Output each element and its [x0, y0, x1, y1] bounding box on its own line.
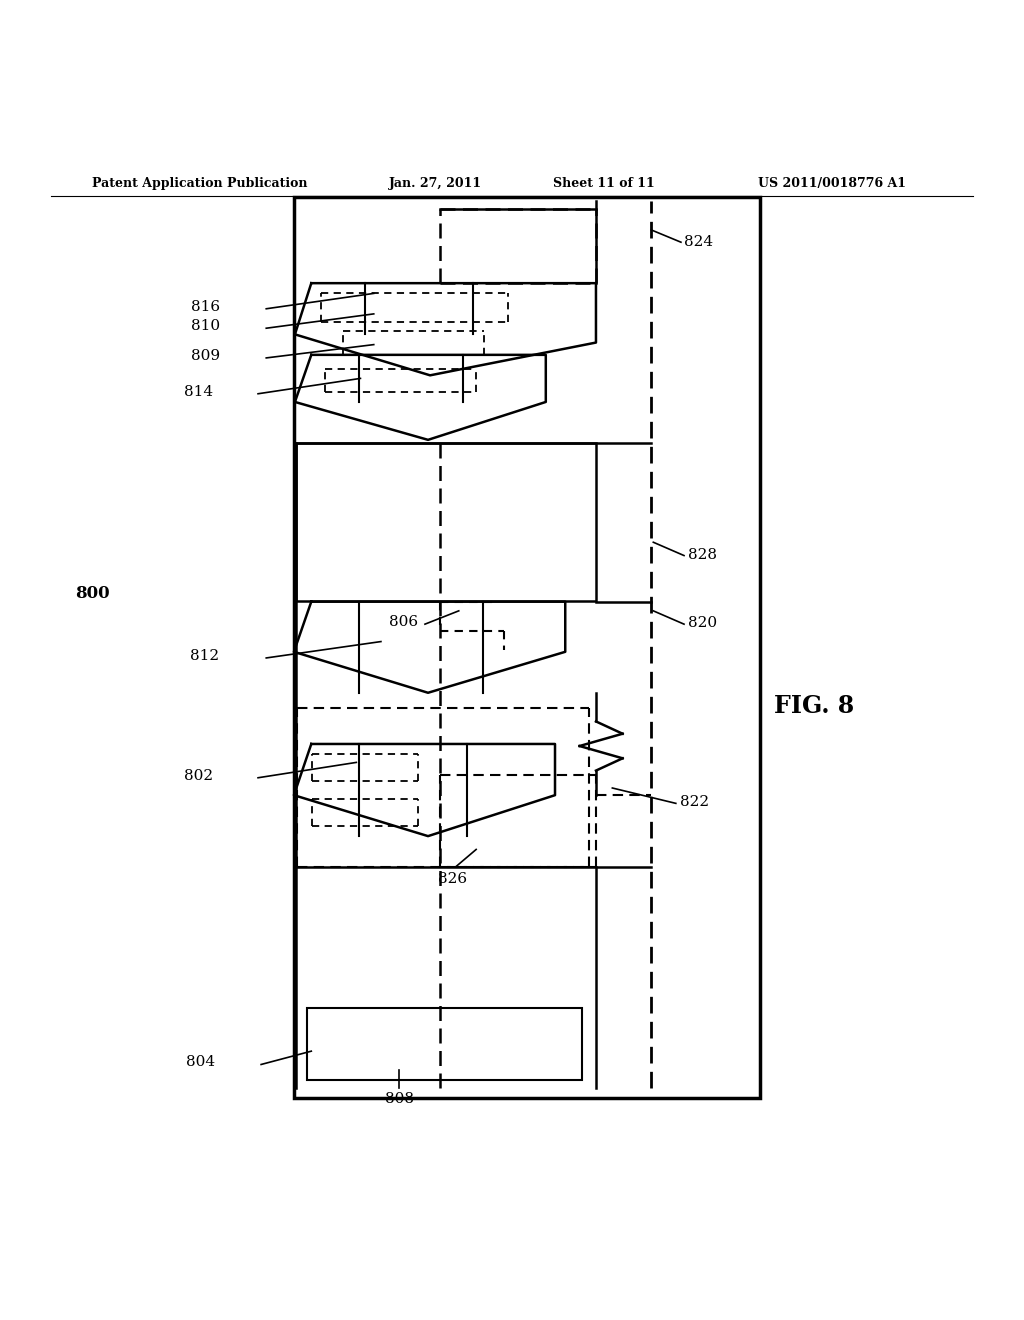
Text: 802: 802 — [184, 768, 213, 783]
Text: 828: 828 — [688, 548, 717, 561]
Bar — [294, 197, 760, 1098]
Text: 814: 814 — [184, 384, 213, 399]
Text: 808: 808 — [385, 1092, 414, 1106]
Text: Sheet 11 of 11: Sheet 11 of 11 — [553, 177, 654, 190]
Bar — [307, 1008, 582, 1080]
Text: US 2011/0018776 A1: US 2011/0018776 A1 — [758, 177, 906, 190]
Text: 820: 820 — [688, 616, 717, 630]
Text: Patent Application Publication: Patent Application Publication — [92, 177, 307, 190]
Text: 812: 812 — [190, 649, 219, 663]
Text: 800: 800 — [75, 585, 110, 602]
Text: 816: 816 — [191, 300, 220, 314]
Text: 822: 822 — [680, 796, 709, 809]
Bar — [296, 444, 596, 601]
Text: 806: 806 — [389, 615, 418, 630]
Text: 826: 826 — [438, 873, 467, 886]
Text: 804: 804 — [186, 1056, 215, 1069]
Text: 810: 810 — [191, 319, 220, 333]
Text: Jan. 27, 2011: Jan. 27, 2011 — [389, 177, 482, 190]
Text: FIG. 8: FIG. 8 — [774, 694, 854, 718]
Text: 824: 824 — [684, 235, 713, 249]
Text: 809: 809 — [191, 348, 220, 363]
